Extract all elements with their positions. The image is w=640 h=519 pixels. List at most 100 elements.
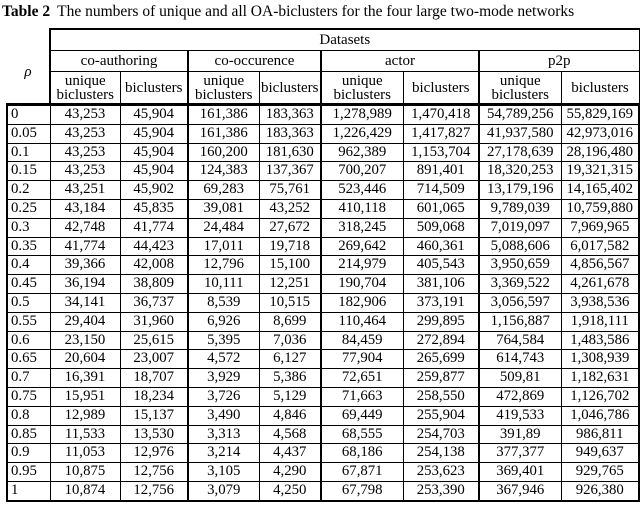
table-cell: 41,937,580 xyxy=(478,123,562,144)
table-cell: 5,386 xyxy=(258,368,322,388)
table-cell: 77,904 xyxy=(320,349,404,370)
rho-value: 1 xyxy=(6,480,51,502)
table-cell: 182,906 xyxy=(320,292,404,313)
rho-value: 0.45 xyxy=(6,274,51,294)
datasets-header: Datasets xyxy=(49,28,640,51)
table-cell: 43,253 xyxy=(49,161,121,182)
rho-value: 0.1 xyxy=(6,142,51,163)
table-cell: 110,464 xyxy=(320,311,404,332)
table-cell: 4,846 xyxy=(258,405,322,426)
rho-value: 0.2 xyxy=(6,180,51,200)
table-row: 0.95 10,875 12,756 3,105 4,290 67,871 253,623 3… xyxy=(6,462,640,482)
col-header-biclusters: biclusters xyxy=(560,71,640,106)
table-cell: 272,894 xyxy=(402,330,480,351)
table-cell: 10,759,880 xyxy=(560,198,640,219)
table-cell: 42,973,016 xyxy=(560,123,640,144)
table-cell: 31,960 xyxy=(119,311,189,332)
rho-value: 0.65 xyxy=(6,349,51,370)
table-cell: 34,141 xyxy=(49,292,121,313)
col-header-biclusters: biclusters xyxy=(402,71,480,106)
rho-value: 0.8 xyxy=(6,405,51,426)
table-cell: 5,395 xyxy=(187,330,260,351)
group-header-actor: actor xyxy=(320,50,480,72)
table-cell: 1,153,704 xyxy=(402,142,480,163)
table-cell: 23,007 xyxy=(119,349,189,370)
table-cell: 18,707 xyxy=(119,368,189,388)
table-cell: 929,765 xyxy=(560,462,640,482)
table-cell: 11,053 xyxy=(49,443,121,464)
table-cell: 891,401 xyxy=(402,161,480,182)
table-cell: 69,449 xyxy=(320,405,404,426)
table-cell: 19,321,315 xyxy=(560,161,640,182)
table-cell: 1,278,989 xyxy=(320,104,404,125)
table-row: 0.4 39,366 42,008 12,796 15,100 214,979 405,54… xyxy=(6,255,640,276)
table-row: 0.1 43,253 45,904 160,200 181,630 962,389 1,15… xyxy=(6,142,640,163)
table-cell: 5,129 xyxy=(258,386,322,407)
rho-value: 0.5 xyxy=(6,292,51,313)
table-cell: 509,81 xyxy=(478,368,562,388)
table-cell: 6,926 xyxy=(187,311,260,332)
table-cell: 8,539 xyxy=(187,292,260,313)
table-cell: 472,869 xyxy=(478,386,562,407)
table-cell: 614,743 xyxy=(478,349,562,370)
table-row: 0.6 23,150 25,615 5,395 7,036 84,459 272,894 76… xyxy=(6,330,640,351)
table-cell: 214,979 xyxy=(320,255,404,276)
table-row: 0.3 42,748 41,774 24,484 27,672 318,245 509,06… xyxy=(6,217,640,238)
table-cell: 16,391 xyxy=(49,368,121,388)
table-cell: 1,126,702 xyxy=(560,386,640,407)
table-row: 0.5 34,141 36,737 8,539 10,515 182,906 373,191… xyxy=(6,292,640,313)
table-cell: 986,811 xyxy=(560,424,640,445)
table-cell: 84,459 xyxy=(320,330,404,351)
table-cell: 7,036 xyxy=(258,330,322,351)
table-row: 0.7 16,391 18,707 3,929 5,386 72,651 259,877 50… xyxy=(6,368,640,388)
rho-value: 0.4 xyxy=(6,255,51,276)
table-row: 0.8 12,989 15,137 3,490 4,846 69,449 255,904 41… xyxy=(6,405,640,426)
table-cell: 12,251 xyxy=(258,274,322,294)
table-cell: 6,017,582 xyxy=(560,236,640,257)
table-cell: 253,623 xyxy=(402,462,480,482)
table-cell: 45,904 xyxy=(119,123,189,144)
table-cell: 75,761 xyxy=(258,180,322,200)
table-cell: 3,490 xyxy=(187,405,260,426)
table-cell: 161,386 xyxy=(187,123,260,144)
table-cell: 9,789,039 xyxy=(478,198,562,219)
table-cell: 67,871 xyxy=(320,462,404,482)
rho-value: 0.55 xyxy=(6,311,51,332)
table-cell: 10,875 xyxy=(49,462,121,482)
table-cell: 1,483,586 xyxy=(560,330,640,351)
table-cell: 36,194 xyxy=(49,274,121,294)
col-header-unique-biclusters: unique biclusters xyxy=(187,71,260,106)
table-cell: 18,320,253 xyxy=(478,161,562,182)
table-row: 1 10,874 12,756 3,079 4,250 67,798 253,390 367,… xyxy=(6,480,640,502)
table-cell: 137,367 xyxy=(258,161,322,182)
table-cell: 183,363 xyxy=(258,123,322,144)
table-cell: 1,918,111 xyxy=(560,311,640,332)
table-cell: 45,835 xyxy=(119,198,189,219)
table-cell: 12,756 xyxy=(119,480,189,502)
table-cell: 962,389 xyxy=(320,142,404,163)
table-cell: 190,704 xyxy=(320,274,404,294)
table-row: 0.15 43,253 45,904 124,383 137,367 700,207 891… xyxy=(6,161,640,182)
biclusters-table: ρ Datasets co-authoring co-occurence act… xyxy=(6,28,640,502)
table-cell: 43,253 xyxy=(49,123,121,144)
table-cell: 67,798 xyxy=(320,480,404,502)
table-cell: 161,386 xyxy=(187,104,260,125)
rho-value: 0.6 xyxy=(6,330,51,351)
table-cell: 381,106 xyxy=(402,274,480,294)
table-row: 0 43,253 45,904 161,386 183,363 1,278,989 1,47… xyxy=(6,104,640,125)
table-caption-label: Table 2 xyxy=(2,3,51,20)
rho-value: 0.25 xyxy=(6,198,51,219)
table-row: 0.2 43,251 45,902 69,283 75,761 523,446 714,50… xyxy=(6,180,640,200)
table-cell: 43,252 xyxy=(258,198,322,219)
header-row-groups: co-authoring co-occurence actor p2p xyxy=(7,50,640,72)
rho-value: 0.95 xyxy=(6,462,51,482)
table-cell: 4,250 xyxy=(258,480,322,502)
table-cell: 3,056,597 xyxy=(478,292,562,313)
table-cell: 39,081 xyxy=(187,198,260,219)
table-cell: 254,138 xyxy=(402,443,480,464)
table-cell: 318,245 xyxy=(320,217,404,238)
rho-value: 0.15 xyxy=(6,161,51,182)
table-cell: 265,699 xyxy=(402,349,480,370)
col-header-biclusters: biclusters xyxy=(258,71,322,106)
table-cell: 38,809 xyxy=(119,274,189,294)
